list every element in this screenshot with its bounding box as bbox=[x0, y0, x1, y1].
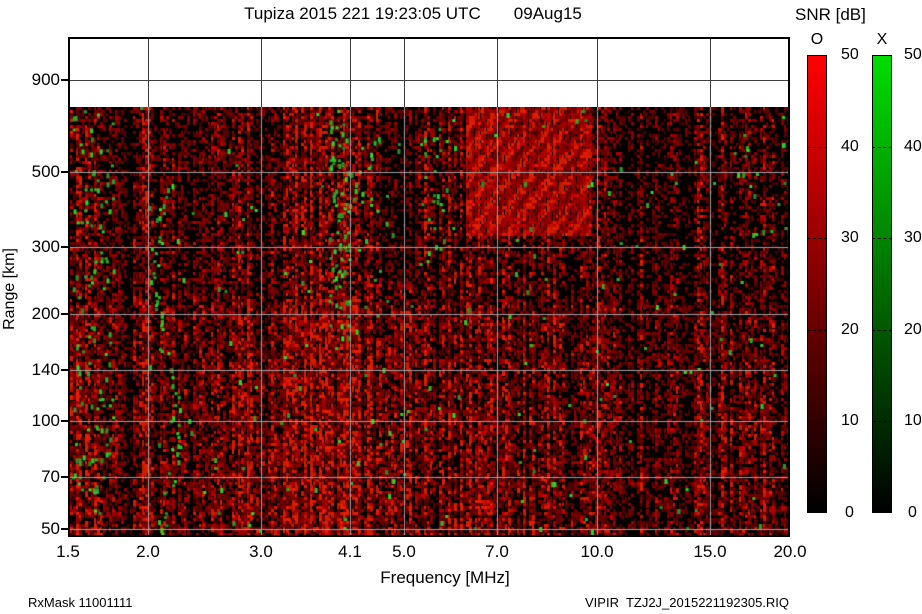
x-colorbar-tick: 0 bbox=[908, 504, 917, 521]
gridline bbox=[597, 39, 598, 107]
x-mode-colorbar bbox=[872, 55, 892, 513]
x-tick-label: 1.5 bbox=[56, 542, 80, 561]
x-tick-label: 2.0 bbox=[136, 542, 160, 561]
colorbar-tick-dash bbox=[872, 330, 892, 331]
y-tick-label: 900 bbox=[31, 70, 60, 89]
o-colorbar-tick: 40 bbox=[841, 138, 859, 155]
o-colorbar-tick: 20 bbox=[841, 321, 859, 338]
x-mode-label: X bbox=[876, 31, 888, 48]
y-tick-label: 500 bbox=[31, 162, 60, 181]
gridline bbox=[261, 39, 262, 107]
x-colorbar-tick: 40 bbox=[904, 138, 922, 155]
x-colorbar-tick: 50 bbox=[904, 46, 922, 63]
colorbar-tick-dash bbox=[807, 238, 827, 239]
x-colorbar-tick: 20 bbox=[904, 321, 922, 338]
gridline bbox=[404, 39, 405, 107]
colorbar-tick-dash bbox=[807, 330, 827, 331]
filename-text: VIPIR TZJ2J_2015221192305.RIQ bbox=[585, 595, 790, 610]
x-tick-label: 4.1 bbox=[338, 542, 362, 561]
gridline bbox=[148, 39, 149, 107]
x-colorbar-tick: 30 bbox=[904, 229, 922, 246]
y-tick-mark bbox=[61, 476, 68, 478]
y-tick-label: 100 bbox=[31, 411, 60, 430]
y-tick-mark bbox=[61, 369, 68, 371]
o-colorbar-tick: 10 bbox=[841, 412, 859, 429]
y-tick-mark bbox=[61, 313, 68, 315]
page-title: Tupiza 2015 221 19:23:05 UTC 09Aug15 bbox=[244, 4, 582, 23]
y-tick-label: 140 bbox=[31, 360, 60, 379]
colorbar-title: SNR [dB] bbox=[795, 5, 866, 24]
gridline bbox=[710, 39, 711, 107]
o-colorbar-tick: 0 bbox=[845, 504, 854, 521]
colorbar-tick-dash bbox=[872, 147, 892, 148]
colorbar-tick-dash bbox=[872, 238, 892, 239]
o-mode-label: O bbox=[810, 31, 824, 48]
x-tick-label: 3.0 bbox=[249, 542, 273, 561]
y-tick-mark bbox=[61, 246, 68, 248]
x-tick-label: 5.0 bbox=[392, 542, 416, 561]
gridline bbox=[350, 39, 351, 107]
y-tick-mark bbox=[61, 528, 68, 530]
y-tick-mark bbox=[61, 420, 68, 422]
y-tick-label: 50 bbox=[41, 519, 60, 538]
rxmask-text: RxMask 11001111 bbox=[28, 595, 133, 610]
o-mode-colorbar bbox=[807, 55, 827, 513]
ionogram-data-canvas bbox=[70, 107, 788, 535]
x-colorbar-tick: 10 bbox=[904, 412, 922, 429]
gridline-900km bbox=[70, 80, 788, 81]
y-tick-label: 300 bbox=[31, 237, 60, 256]
gridline bbox=[497, 39, 498, 107]
colorbar-tick-dash bbox=[807, 147, 827, 148]
o-colorbar-tick: 50 bbox=[841, 46, 859, 63]
x-tick-label: 10.0 bbox=[580, 542, 614, 561]
y-tick-mark bbox=[61, 79, 68, 81]
colorbar-tick-dash bbox=[807, 421, 827, 422]
x-tick-label: 7.0 bbox=[485, 542, 509, 561]
x-tick-label: 15.0 bbox=[693, 542, 727, 561]
x-axis-label: Frequency [MHz] bbox=[380, 568, 510, 587]
o-colorbar-tick: 30 bbox=[841, 229, 859, 246]
y-tick-label: 200 bbox=[31, 304, 60, 323]
colorbar-tick-dash bbox=[872, 421, 892, 422]
y-tick-mark bbox=[61, 171, 68, 173]
y-tick-label: 70 bbox=[41, 467, 60, 486]
x-tick-label: 20.0 bbox=[773, 542, 807, 561]
